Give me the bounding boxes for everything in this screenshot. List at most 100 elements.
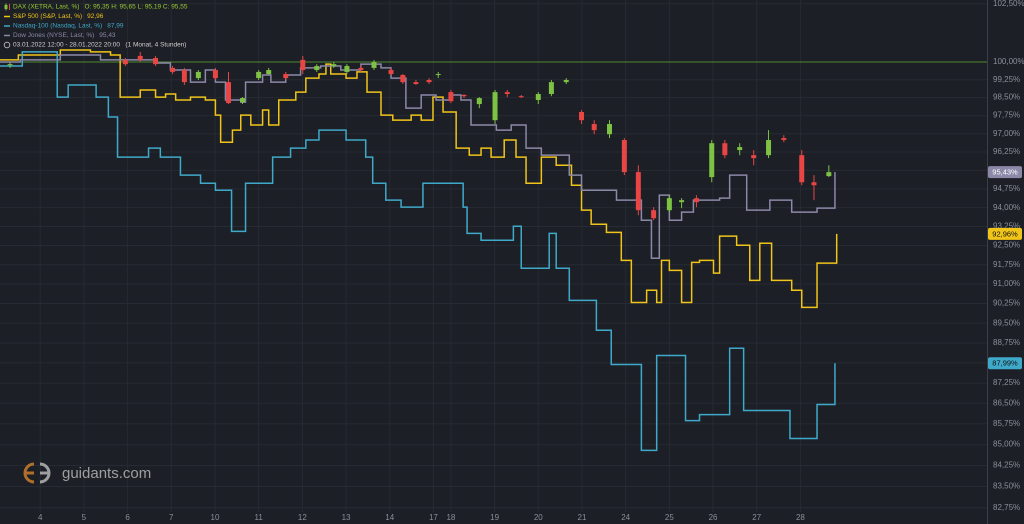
candle-body — [331, 64, 337, 67]
candle-body — [799, 155, 805, 183]
candle-body — [388, 70, 394, 75]
y-tick-label: 94,00% — [993, 203, 1020, 212]
candle-body — [591, 124, 597, 131]
candle-body — [766, 140, 772, 156]
x-tick-label: 27 — [752, 513, 761, 522]
candle-body — [826, 172, 832, 177]
candle-body — [181, 70, 187, 83]
watermark: guidants.com — [23, 462, 151, 484]
y-tick-label: 92,50% — [993, 241, 1020, 250]
candle-body — [212, 70, 218, 79]
candle-body — [283, 74, 289, 79]
candle-body — [492, 92, 498, 121]
watermark-text: guidants.com — [62, 465, 151, 482]
x-tick-label: 7 — [169, 513, 174, 522]
x-tick-label: 25 — [665, 513, 674, 522]
candle-body — [314, 66, 320, 71]
info-text: 03.01.2022 12:00 - 28.01.2022 20:00 (1 M… — [13, 42, 186, 49]
candle-body — [226, 82, 232, 104]
y-tick-label: 85,00% — [993, 440, 1020, 449]
candle-body — [239, 98, 245, 103]
series-line — [0, 49, 838, 309]
candle-body — [371, 62, 377, 68]
x-tick-label: 17 — [429, 513, 438, 522]
y-tick-label: 91,00% — [993, 279, 1020, 288]
candle-body — [137, 55, 143, 60]
candle-body — [535, 94, 541, 100]
last-value-label: 95,43% — [992, 168, 1018, 177]
x-tick-label: 4 — [38, 513, 43, 522]
y-tick-label: 97,75% — [993, 111, 1020, 120]
axis: 82,75% 83,50% 84,25% 85,00% 85,75% 86,50% 87,2… — [38, 0, 1024, 522]
candle-body — [518, 96, 524, 98]
candle-body — [607, 124, 613, 135]
y-tick-label: 87,25% — [993, 378, 1020, 387]
legend-value: 87,99 — [107, 23, 124, 30]
y-tick-label: 91,75% — [993, 260, 1020, 269]
candle-body — [358, 67, 364, 71]
legend-label: Dow Jones (NYSE, Last, %) — [13, 32, 94, 39]
y-tick-label: 99,25% — [993, 75, 1020, 84]
candle-body — [563, 79, 569, 83]
y-tick-label: 82,75% — [993, 503, 1020, 512]
x-tick-label: 19 — [490, 513, 499, 522]
candle-body — [651, 210, 657, 219]
candle-body — [666, 198, 672, 211]
x-tick-label: 21 — [578, 513, 587, 522]
x-tick-label: 6 — [125, 513, 130, 522]
y-tick-label: 96,25% — [993, 147, 1020, 156]
candle-body — [504, 92, 510, 95]
last-value-box — [988, 227, 1022, 240]
legend-value: 92,96 — [87, 13, 104, 20]
x-tick-label: 12 — [298, 513, 307, 522]
y-tick-label: 97,00% — [993, 129, 1020, 138]
y-tick-label: 88,75% — [993, 338, 1020, 347]
candle-body — [153, 58, 159, 65]
y-tick-label: 90,25% — [993, 299, 1020, 308]
candle-body — [722, 143, 728, 156]
x-tick-label: 10 — [211, 513, 220, 522]
candle-body — [266, 70, 272, 75]
candle-body — [435, 74, 441, 76]
candle-body — [195, 71, 201, 79]
y-tick-label: 102,50% — [993, 0, 1024, 8]
candle-body — [300, 59, 306, 71]
legend-label: S&P 500 (S&P, Last, %) — [13, 13, 82, 20]
candle-body — [344, 66, 350, 72]
watermark-logo — [23, 462, 51, 484]
last-value-label: 87,99% — [992, 359, 1018, 368]
candle-body — [635, 172, 641, 211]
plot-area — [0, 49, 987, 452]
y-tick-label: 84,25% — [993, 461, 1020, 470]
candle-body — [426, 79, 432, 83]
y-tick-label: 98,50% — [993, 93, 1020, 102]
x-tick-label: 11 — [254, 513, 263, 522]
candle-body — [413, 82, 419, 85]
y-tick-label: 100,00% — [993, 57, 1024, 66]
candle-body — [737, 147, 743, 151]
x-tick-label: 20 — [534, 513, 543, 522]
legend: DAX (XETRA, Last, %) O: 95,35 H: 95,65 L:… — [3, 3, 188, 49]
y-tick-label: 89,50% — [993, 318, 1020, 327]
candle-body — [679, 200, 685, 203]
clock-icon — [3, 41, 11, 49]
candle-body — [693, 198, 699, 203]
y-tick-label: 83,50% — [993, 482, 1020, 491]
y-tick-label: 85,75% — [993, 419, 1020, 428]
candle-body — [448, 92, 454, 102]
candle-body — [476, 98, 482, 105]
y-tick-label: 94,75% — [993, 184, 1020, 193]
candle-body — [579, 111, 585, 121]
candle-body — [709, 143, 715, 178]
x-tick-label: 5 — [82, 513, 87, 522]
candle-body — [548, 82, 554, 95]
last-value-label: 92,96% — [992, 229, 1018, 238]
candle-body — [461, 94, 467, 97]
x-tick-label: 13 — [342, 513, 351, 522]
candle-body — [811, 182, 817, 186]
x-tick-label: 24 — [621, 513, 630, 522]
y-tick-label: 86,50% — [993, 399, 1020, 408]
candle-body — [256, 71, 262, 79]
